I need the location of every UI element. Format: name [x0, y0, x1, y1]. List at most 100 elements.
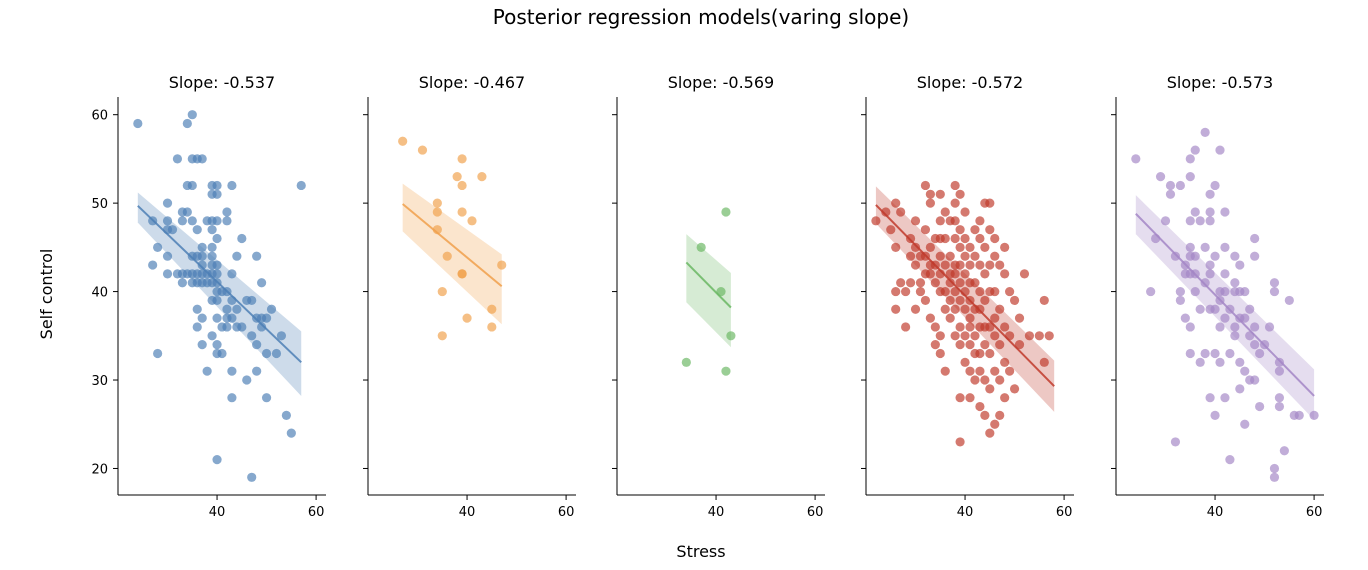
data-point	[1044, 331, 1054, 341]
data-point	[925, 313, 935, 323]
data-point	[1155, 172, 1166, 182]
data-point	[881, 207, 891, 217]
data-point	[965, 313, 975, 323]
data-point	[990, 331, 1000, 341]
data-point	[1235, 384, 1245, 394]
data-point	[192, 225, 202, 235]
data-point	[1274, 393, 1285, 403]
x-tick-label: 60	[807, 505, 824, 520]
data-point	[1230, 278, 1240, 288]
data-point	[975, 260, 985, 270]
x-tick-label: 40	[708, 505, 725, 520]
data-point	[1269, 463, 1280, 474]
data-point	[965, 322, 975, 332]
data-point	[970, 225, 980, 235]
data-point	[945, 313, 955, 323]
data-point	[1175, 180, 1185, 191]
data-point	[726, 331, 736, 341]
data-point	[212, 233, 222, 244]
data-point	[995, 340, 1005, 350]
regression-line	[875, 204, 1055, 387]
data-point	[187, 180, 197, 191]
data-point	[1245, 304, 1255, 314]
data-point	[960, 357, 970, 367]
data-point	[1205, 260, 1215, 270]
data-point	[462, 313, 472, 323]
data-point	[955, 393, 965, 403]
data-point	[1039, 357, 1049, 367]
data-point	[915, 278, 926, 288]
data-point	[940, 260, 950, 270]
confidence-band	[686, 234, 731, 348]
data-point	[945, 295, 955, 306]
data-point	[925, 269, 935, 279]
data-point	[970, 278, 980, 288]
data-point	[1215, 357, 1225, 367]
data-point	[257, 322, 267, 332]
data-point	[995, 375, 1005, 385]
data-point	[452, 172, 462, 182]
data-point	[162, 198, 173, 208]
data-point	[1250, 322, 1260, 332]
data-point	[457, 180, 467, 191]
data-point	[950, 304, 960, 314]
y-tick-label: 60	[91, 109, 108, 124]
data-point	[985, 260, 995, 270]
data-point	[696, 242, 706, 252]
data-point	[202, 366, 212, 376]
data-point	[1185, 216, 1195, 226]
data-point	[1190, 251, 1200, 261]
confidence-band	[1135, 195, 1315, 420]
data-point	[955, 260, 965, 270]
data-point	[1170, 251, 1181, 261]
data-point	[148, 260, 158, 270]
data-point	[1269, 472, 1280, 482]
data-point	[1309, 410, 1319, 420]
data-point	[975, 366, 985, 376]
data-point	[960, 304, 970, 314]
data-point	[935, 331, 945, 341]
data-point	[1160, 216, 1171, 226]
data-point	[975, 216, 985, 226]
data-point	[212, 455, 222, 465]
data-point	[1146, 286, 1156, 297]
data-point	[955, 437, 965, 447]
data-point	[985, 322, 995, 332]
data-point	[457, 154, 467, 164]
regression-line	[685, 261, 732, 309]
data-point	[995, 260, 1005, 270]
data-point	[1009, 384, 1020, 394]
data-point	[721, 366, 731, 376]
data-point	[222, 207, 232, 217]
data-point	[1000, 242, 1010, 252]
data-point	[162, 216, 173, 226]
data-point	[940, 304, 950, 314]
data-point	[950, 233, 960, 244]
data-point	[905, 278, 916, 288]
data-point	[1200, 278, 1210, 288]
data-point	[1195, 357, 1205, 367]
data-point	[891, 286, 901, 297]
data-point	[940, 207, 950, 217]
data-point	[1000, 269, 1010, 279]
data-point	[1000, 357, 1010, 367]
data-point	[212, 295, 222, 306]
data-point	[276, 331, 287, 341]
data-point	[227, 269, 237, 279]
data-point	[487, 322, 497, 332]
data-point	[227, 180, 237, 191]
data-point	[247, 472, 257, 482]
data-point	[960, 251, 970, 261]
data-point	[990, 366, 1000, 376]
data-point	[1185, 348, 1195, 359]
data-point	[891, 242, 901, 252]
data-point	[247, 295, 257, 306]
data-point	[1225, 455, 1235, 465]
data-point	[1240, 313, 1250, 323]
data-point	[177, 216, 187, 226]
data-point	[1185, 154, 1195, 164]
data-point	[1190, 145, 1200, 155]
x-tick-label: 60	[558, 505, 575, 520]
data-point	[1185, 242, 1195, 252]
data-point	[990, 419, 1000, 429]
